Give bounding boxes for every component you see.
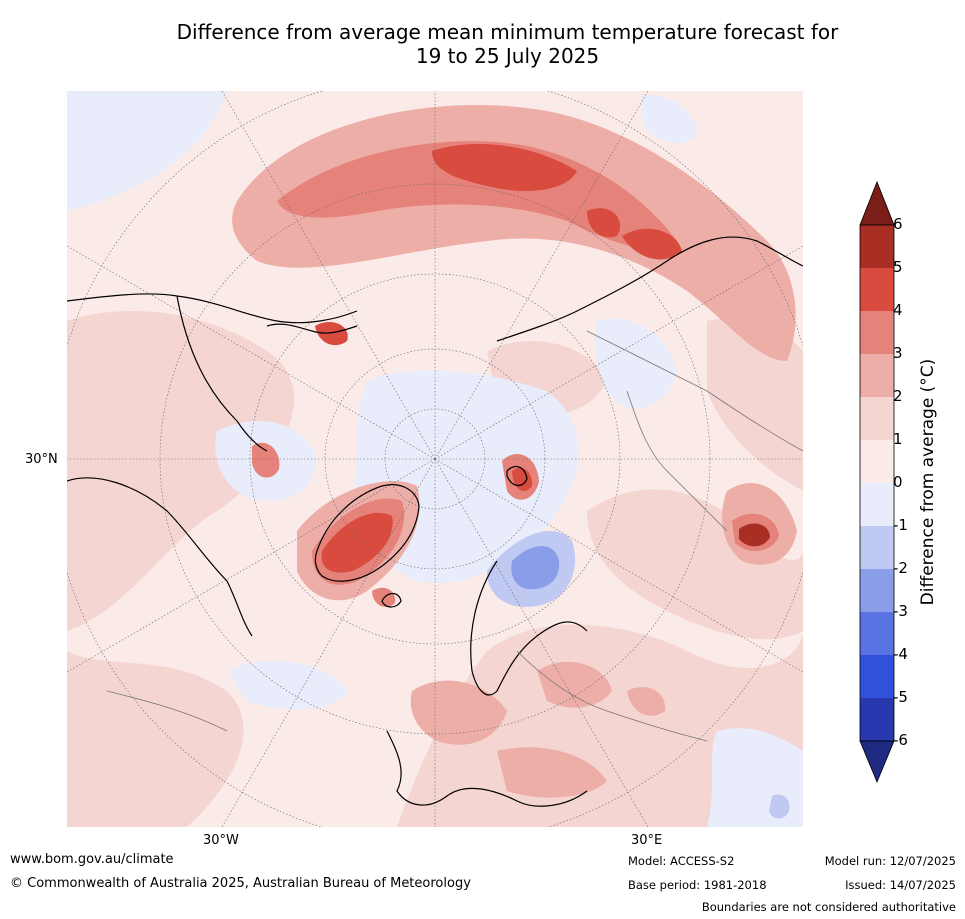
colorbar	[859, 180, 895, 784]
anomaly-alaska	[315, 321, 348, 346]
lon-label-30w: 30°W	[203, 833, 239, 848]
colorbar-5-6	[860, 225, 894, 268]
colorbar-outline	[859, 224, 895, 742]
footer-model: Model: ACCESS-S2	[628, 854, 735, 868]
colorbar-tick-m4: -4	[893, 645, 908, 663]
colorbar-tick-m5: -5	[893, 688, 908, 706]
colorbar-tick-m6: -6	[893, 731, 908, 749]
anomaly-map-svg	[67, 91, 803, 827]
colorbar-tick-1: 1	[893, 430, 903, 448]
colorbar-top-arrow	[859, 180, 895, 226]
colorbar-tick-6: 6	[893, 215, 903, 233]
colorbar-m1-0	[860, 483, 894, 526]
colorbar-tick-4: 4	[893, 301, 903, 319]
anomaly-map	[67, 91, 803, 827]
colorbar-tick-m3: -3	[893, 602, 908, 620]
map-title: Difference from average mean minimum tem…	[60, 20, 955, 68]
longitude-lines	[67, 91, 803, 827]
colorbar-tick-m1: -1	[893, 516, 908, 534]
coastlines	[67, 236, 803, 807]
colorbar-tick-0: 0	[893, 473, 903, 491]
colorbar-tick-m2: -2	[893, 559, 908, 577]
colorbar-2-3	[860, 354, 894, 397]
footer-base-period: Base period: 1981-2018	[628, 878, 767, 892]
lon-label-30e: 30°E	[631, 833, 663, 848]
footer-model-run: Model run: 12/07/2025	[824, 854, 956, 868]
anomaly-central-asia	[722, 483, 797, 565]
anomaly-baffin	[252, 442, 280, 478]
footer-issued: Issued: 14/07/2025	[845, 878, 956, 892]
colorbar-m4-m3	[860, 612, 894, 655]
title-line-2: 19 to 25 July 2025	[415, 44, 600, 68]
colorbar-m6-m5	[860, 698, 894, 741]
colorbar-4-5	[860, 268, 894, 311]
colorbar-tick-2: 2	[893, 387, 903, 405]
colorbar-0-1	[860, 440, 894, 483]
anomaly-greenland	[297, 481, 420, 607]
country-borders	[106, 330, 803, 742]
colorbar-tick-3: 3	[893, 344, 903, 362]
colorbar-m5-m4	[860, 655, 894, 698]
colorbar-1-2	[860, 397, 894, 440]
colorbar-m2-m1	[860, 526, 894, 569]
footer-disclaimer: Boundaries are not considered authoritat…	[701, 900, 956, 914]
anomaly-east-small	[769, 794, 790, 819]
lat-label-30n: 30°N	[25, 452, 58, 467]
colorbar-tick-5: 5	[893, 258, 903, 276]
title-line-1: Difference from average mean minimum tem…	[176, 20, 839, 44]
colorbar-label: Difference from average (°C)	[918, 358, 938, 606]
footer-copyright: © Commonwealth of Australia 2025, Austra…	[10, 876, 471, 891]
footer-website: www.bom.gov.au/climate	[10, 852, 174, 867]
colorbar-bottom-arrow	[859, 740, 895, 784]
anomaly-bering-arc	[232, 105, 796, 361]
colorbar-3-4	[860, 311, 894, 354]
colorbar-m3-m2	[860, 569, 894, 612]
anomaly-barents-inner	[511, 546, 560, 590]
